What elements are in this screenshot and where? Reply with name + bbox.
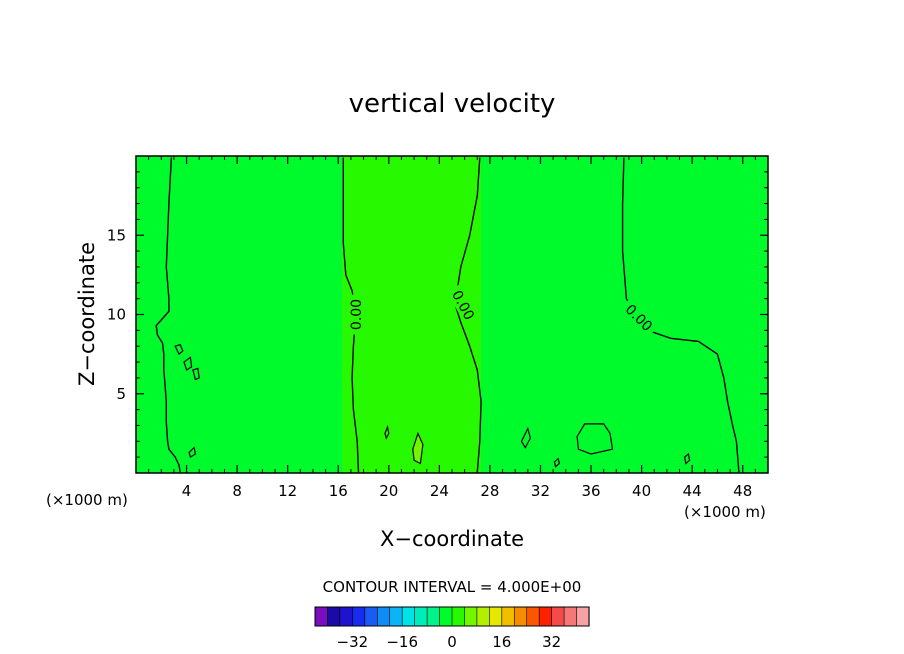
colorbar-frame — [314, 606, 590, 627]
colorbar-swatch — [576, 606, 590, 627]
closed-contour-10 — [683, 452, 691, 465]
colorbar-tick-label: 32 — [542, 633, 561, 651]
closed-contour-3 — [192, 367, 200, 381]
colorbar-tick-label: 0 — [447, 633, 457, 651]
colorbar-swatch — [526, 606, 540, 627]
x-axis-ticks: 4 8 12 16 20 24 28 32 36 40 44 48 — [148, 156, 756, 500]
colorbar-swatch — [489, 606, 503, 627]
closed-contour-4 — [412, 431, 424, 465]
y-tick-label: 15 — [107, 226, 126, 244]
colorbar-swatch — [414, 606, 428, 627]
closed-contour-9 — [553, 457, 561, 468]
colorbar-swatch — [501, 606, 515, 627]
contour-label-bg — [347, 294, 364, 335]
x-tick-label: 36 — [581, 482, 600, 500]
colorbar-swatch — [339, 606, 353, 627]
colorbar-swatch — [426, 606, 441, 627]
colorbar-swatch — [551, 606, 565, 627]
contour-lines — [155, 157, 740, 473]
y-axis-ticks: 5 10 15 — [107, 171, 768, 458]
x-unit-label: (×1000 m) — [46, 491, 128, 509]
x-tick-label: 4 — [182, 482, 192, 500]
colorbar-ticks: −32 −16 0 16 32 — [337, 633, 562, 651]
y-axis-label: Z−coordinate — [75, 242, 99, 386]
x-tick-label: 28 — [480, 482, 499, 500]
colorbar-swatch — [464, 606, 478, 627]
colorbar-swatch — [451, 606, 466, 627]
zero-contour-1 — [155, 157, 181, 473]
x-tick-label: 44 — [683, 482, 702, 500]
closed-contour-7 — [384, 424, 390, 440]
colorbar-swatch — [327, 606, 341, 627]
colorbar-swatch — [476, 606, 490, 627]
closed-contour-6 — [188, 446, 197, 459]
x-tick-label: 8 — [232, 482, 242, 500]
colorbar-swatch — [439, 606, 453, 627]
x-tick-label: 32 — [531, 482, 550, 500]
region-negative-3 — [623, 156, 768, 473]
contour-interval-label: CONTOUR INTERVAL = 4.000E+00 — [323, 578, 582, 596]
x-tick-label: 12 — [278, 482, 297, 500]
field-regions — [136, 156, 768, 473]
colorbar-swatch — [364, 606, 378, 627]
colorbar-swatch — [513, 606, 528, 627]
x-tick-label: 48 — [733, 482, 752, 500]
contour-label: 0.00 — [349, 299, 365, 330]
colorbar-swatch — [563, 606, 578, 627]
closed-contour-8 — [520, 426, 532, 449]
contour-label-bg — [446, 283, 480, 327]
region-negative-2 — [481, 156, 624, 473]
zero-contour-4 — [621, 157, 740, 473]
zero-contour-3 — [455, 157, 482, 473]
closed-contour-2 — [183, 356, 193, 371]
x-tick-label: 40 — [632, 482, 651, 500]
chart-title: vertical velocity — [349, 89, 556, 119]
colorbar-swatch — [538, 606, 553, 627]
colorbar-tick-label: −32 — [337, 633, 369, 651]
y-tick-label: 10 — [107, 306, 126, 324]
closed-contour-5 — [576, 423, 614, 455]
region-negative-1 — [170, 156, 343, 473]
colorbar — [314, 606, 590, 627]
x-tick-label: 24 — [430, 482, 449, 500]
x-unit-label-right: (×1000 m) — [684, 503, 766, 521]
closed-contour-1 — [174, 343, 184, 356]
y-tick-label: 5 — [116, 385, 126, 403]
x-tick-label: 16 — [329, 482, 348, 500]
colorbar-tick-label: −16 — [386, 633, 418, 651]
colorbar-swatch — [376, 606, 391, 627]
colorbar-tick-label: 16 — [492, 633, 511, 651]
x-axis-label: X−coordinate — [380, 527, 524, 551]
colorbar-swatch — [401, 606, 416, 627]
colorbar-swatch — [314, 606, 329, 627]
x-tick-label: 20 — [379, 482, 398, 500]
colorbar-swatch — [352, 606, 366, 627]
contour-label-bg — [619, 297, 659, 338]
colorbar-swatch — [389, 606, 403, 627]
